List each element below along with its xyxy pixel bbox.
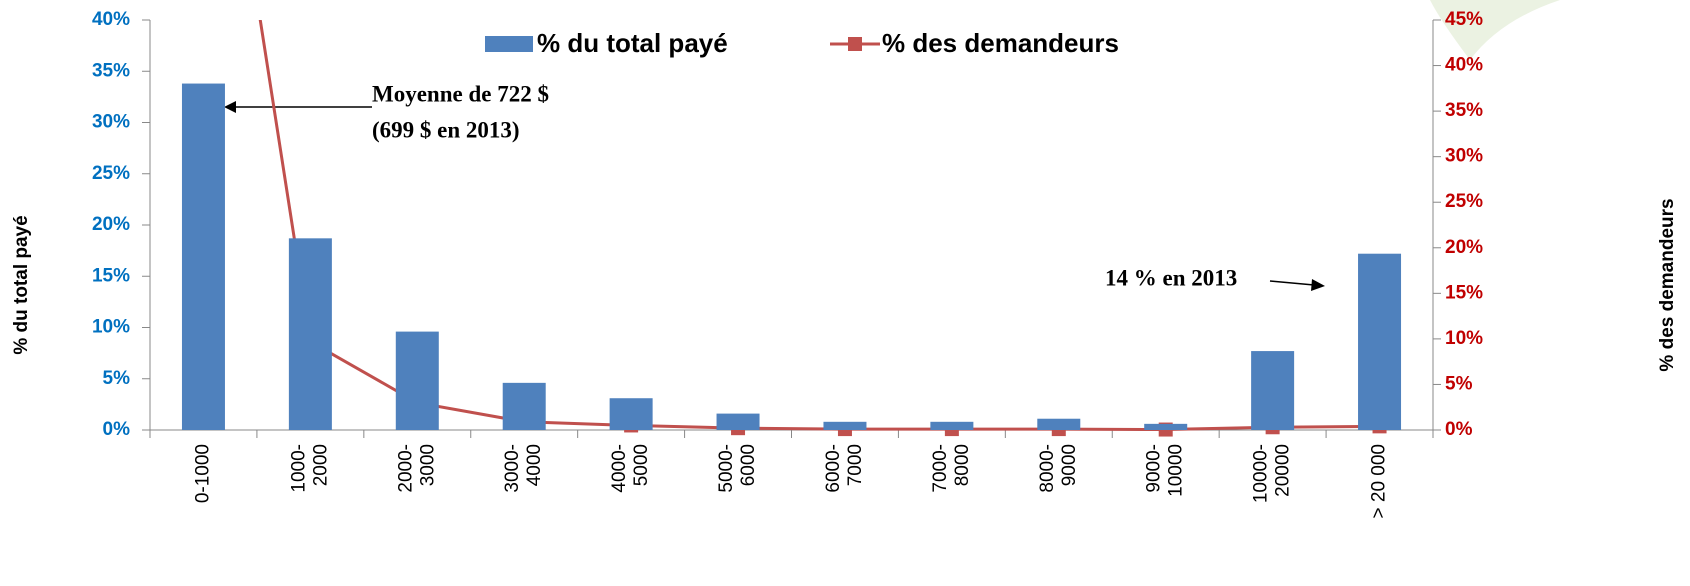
y-tick-label: 5%: [103, 368, 131, 389]
y-tick-label: 10%: [92, 317, 130, 338]
x-tick-label: 1000-2000: [288, 444, 331, 493]
bar: [1144, 423, 1188, 430]
y2-tick-label: 0%: [1445, 419, 1473, 440]
x-tick-label: 9000-10000: [1144, 444, 1187, 497]
y-tick-label: 25%: [92, 163, 130, 184]
y-tick-label: 35%: [92, 60, 130, 81]
bar: [288, 238, 332, 430]
x-tick-label: 5000-6000: [716, 444, 759, 493]
legend-label: % du total payé: [537, 28, 728, 58]
bar: [1251, 351, 1295, 430]
y-tick-label: 15%: [92, 265, 130, 286]
y2-tick-label: 10%: [1445, 328, 1483, 349]
y-tick-label: 30%: [92, 112, 130, 133]
y2-tick-label: 45%: [1445, 9, 1483, 30]
y-axis-title: % du total payé: [11, 215, 32, 354]
annotation: (699 $ en 2013): [372, 117, 520, 142]
annotation: 14 % en 2013: [1105, 265, 1237, 290]
y-tick-label: 0%: [103, 419, 131, 440]
y-tick-label: 40%: [92, 9, 130, 30]
x-tick-label: 2000-3000: [395, 444, 438, 493]
plot-area: [258, 20, 1387, 437]
y2-tick-label: 40%: [1445, 55, 1483, 76]
legend-label: % des demandeurs: [882, 28, 1119, 58]
line: [258, 20, 1380, 432]
annotation: Moyenne de 722 $: [372, 81, 549, 106]
bar: [716, 413, 760, 430]
y2-tick-label: 15%: [1445, 282, 1483, 303]
y-tick-label: 20%: [92, 214, 130, 235]
x-tick-label: 4000-5000: [609, 444, 652, 493]
legend-swatch: [848, 37, 862, 51]
bar: [823, 421, 867, 430]
y2-tick-label: 35%: [1445, 100, 1483, 121]
y2-axis-title: % des demandeurs: [1657, 198, 1678, 371]
arrowhead: [1311, 279, 1325, 291]
x-tick-label: 7000-8000: [930, 444, 973, 493]
legend-swatch: [485, 36, 533, 52]
x-tick-label: 6000-7000: [823, 444, 866, 493]
bar: [181, 83, 225, 431]
x-tick-label: 3000-4000: [502, 444, 545, 493]
bar: [1037, 418, 1081, 430]
x-tick-label: > 20 000: [1369, 444, 1390, 519]
y2-tick-label: 5%: [1445, 373, 1473, 394]
decoration: [1430, 0, 1560, 60]
y2-tick-label: 30%: [1445, 146, 1483, 167]
x-tick-label: 0-1000: [192, 444, 213, 503]
bar: [930, 421, 974, 430]
bar: [502, 382, 546, 430]
x-tick-label: 8000-9000: [1037, 444, 1080, 493]
y2-tick-label: 25%: [1445, 191, 1483, 212]
arrow: [1269, 280, 1315, 286]
bar: [1358, 253, 1402, 430]
bar: [609, 398, 653, 430]
x-tick-label: 10000-20000: [1251, 444, 1294, 503]
arrowhead: [224, 101, 236, 113]
y2-tick-label: 20%: [1445, 237, 1483, 258]
bar: [395, 331, 439, 430]
